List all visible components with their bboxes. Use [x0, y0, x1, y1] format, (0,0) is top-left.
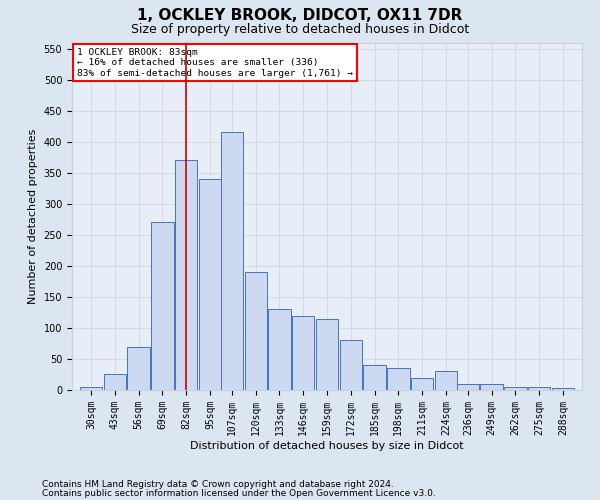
Bar	[104, 374, 126, 390]
Bar	[151, 222, 173, 390]
Text: 1 OCKLEY BROOK: 83sqm
← 16% of detached houses are smaller (336)
83% of semi-det: 1 OCKLEY BROOK: 83sqm ← 16% of detached …	[77, 48, 353, 78]
Bar	[504, 387, 527, 390]
Bar	[221, 132, 243, 390]
Bar	[245, 272, 267, 390]
Bar	[292, 316, 314, 390]
Bar	[316, 318, 338, 390]
Bar	[364, 365, 386, 390]
Bar	[411, 378, 433, 390]
Text: Contains public sector information licensed under the Open Government Licence v3: Contains public sector information licen…	[42, 489, 436, 498]
Bar	[199, 179, 221, 390]
Text: Size of property relative to detached houses in Didcot: Size of property relative to detached ho…	[131, 22, 469, 36]
Bar	[175, 160, 197, 390]
Y-axis label: Number of detached properties: Number of detached properties	[28, 128, 38, 304]
Bar	[552, 388, 574, 390]
Bar	[340, 340, 362, 390]
Bar	[268, 310, 290, 390]
Bar	[457, 384, 479, 390]
Bar	[481, 384, 503, 390]
Bar	[435, 372, 457, 390]
Bar	[387, 368, 410, 390]
Text: Contains HM Land Registry data © Crown copyright and database right 2024.: Contains HM Land Registry data © Crown c…	[42, 480, 394, 489]
X-axis label: Distribution of detached houses by size in Didcot: Distribution of detached houses by size …	[190, 440, 464, 450]
Text: 1, OCKLEY BROOK, DIDCOT, OX11 7DR: 1, OCKLEY BROOK, DIDCOT, OX11 7DR	[137, 8, 463, 22]
Bar	[127, 346, 150, 390]
Bar	[80, 387, 102, 390]
Bar	[528, 387, 550, 390]
